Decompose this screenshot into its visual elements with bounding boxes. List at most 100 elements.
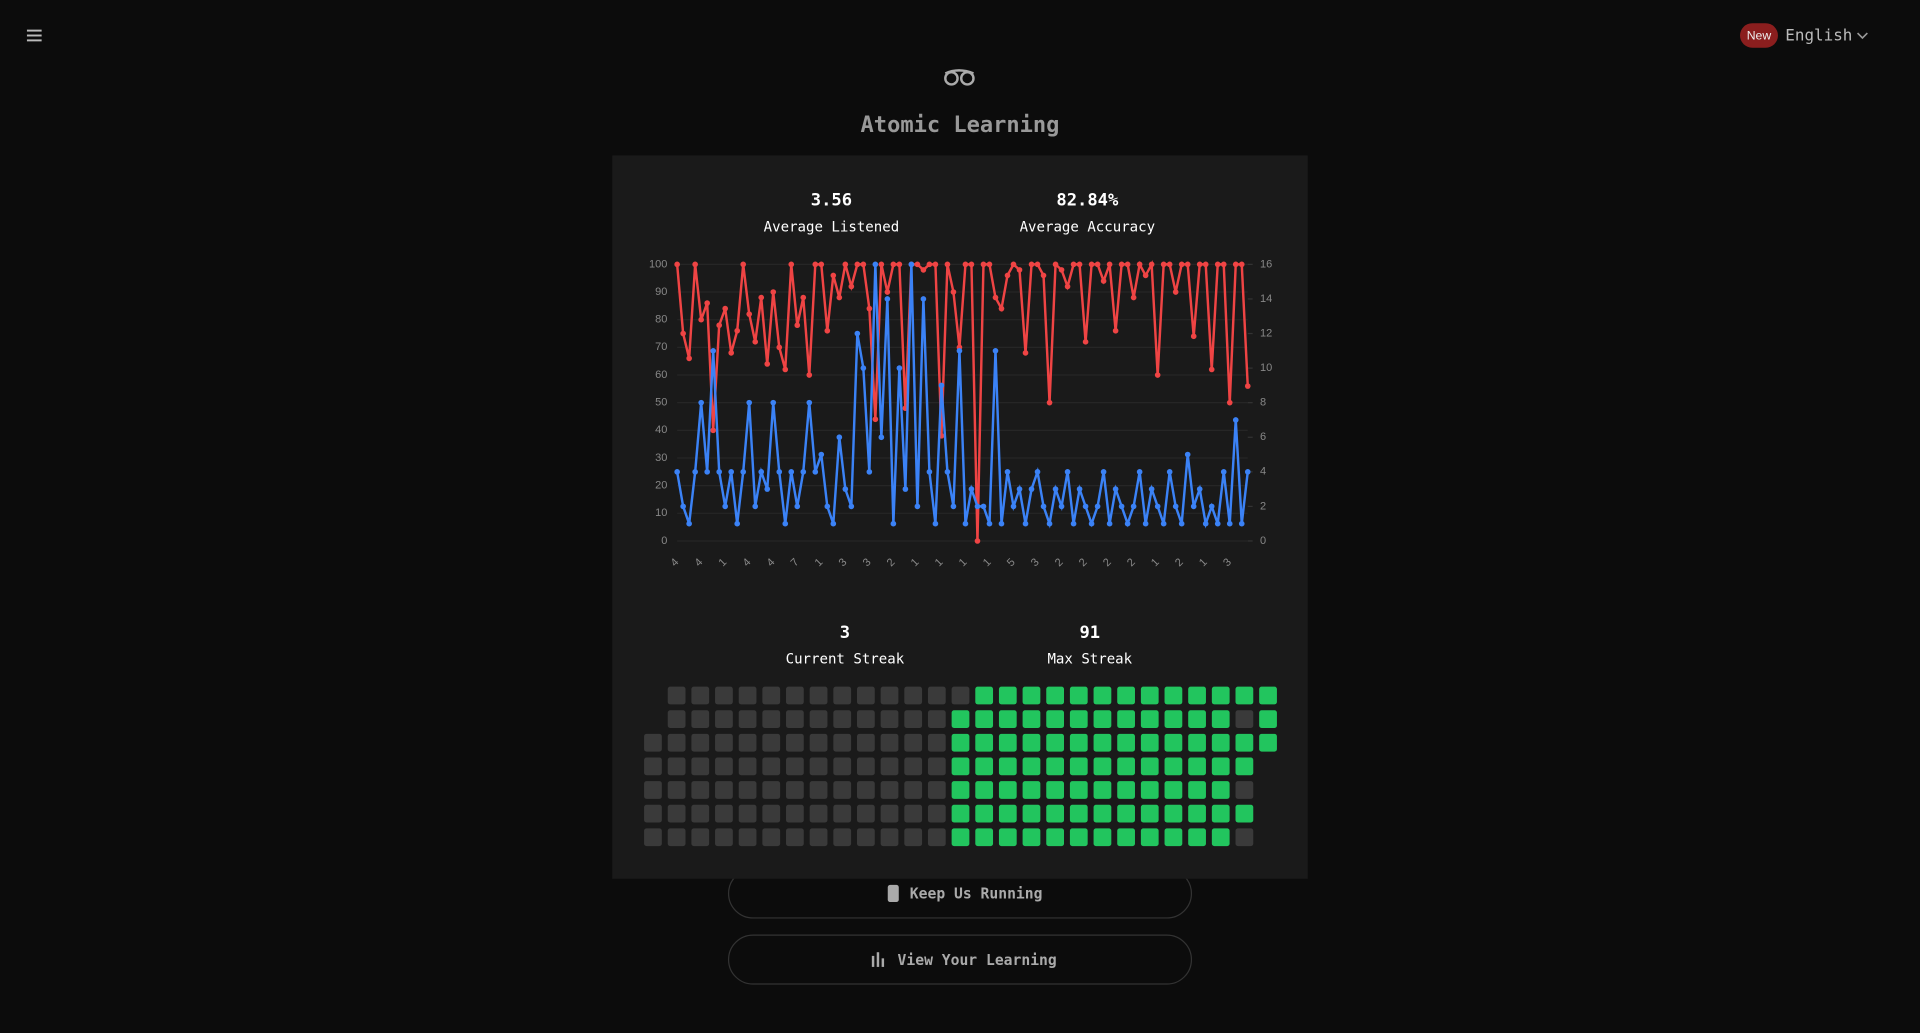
- data-point: [764, 486, 771, 492]
- active-day: [951, 781, 970, 799]
- stat-label: Average Listened: [764, 220, 899, 236]
- data-point: [686, 520, 692, 527]
- data-point: [1058, 267, 1065, 273]
- data-point: [944, 469, 951, 475]
- inactive-day: [715, 710, 733, 728]
- inactive-day: [1235, 781, 1254, 799]
- inactive-day: [762, 710, 781, 728]
- data-point: [932, 261, 939, 268]
- active-day: [1046, 781, 1065, 799]
- data-point: [842, 486, 849, 492]
- active-day: [1188, 804, 1206, 823]
- inactive-day: [880, 804, 899, 823]
- inactive-day: [856, 710, 875, 728]
- data-point: [872, 416, 879, 423]
- data-point: [1136, 261, 1143, 268]
- active-day: [1188, 733, 1206, 752]
- active-day: [1117, 733, 1135, 752]
- data-point: [950, 289, 957, 295]
- data-point: [830, 520, 837, 527]
- data-point: [680, 503, 686, 510]
- data-point: [1022, 520, 1029, 527]
- data-line: [675, 259, 1249, 542]
- data-point: [1058, 503, 1065, 510]
- data-point: [1070, 261, 1077, 268]
- active-day: [1093, 710, 1112, 728]
- data-point: [1214, 261, 1221, 268]
- data-point: [674, 261, 680, 268]
- active-day: [1093, 686, 1112, 705]
- data-point: [986, 261, 993, 268]
- inactive-day: [715, 757, 733, 776]
- active-day: [998, 733, 1017, 752]
- data-point: [1214, 520, 1221, 527]
- inactive-day: [809, 686, 828, 705]
- data-point: [938, 382, 945, 389]
- icon-bar: [871, 955, 875, 967]
- inactive-day: [644, 781, 662, 799]
- y-tick-label: 40: [655, 424, 667, 436]
- inactive-day: [667, 828, 686, 847]
- data-point: [1220, 261, 1227, 268]
- y2-tick-label: 2: [1260, 500, 1266, 512]
- data-point: [704, 300, 710, 306]
- inactive-day: [644, 757, 662, 776]
- data-point: [896, 365, 903, 371]
- data-point: [920, 296, 927, 302]
- active-day: [1164, 781, 1183, 799]
- data-point: [866, 469, 873, 475]
- logo-part: [944, 69, 974, 75]
- inactive-day: [904, 757, 923, 776]
- inactive-day: [738, 757, 757, 776]
- data-point: [1034, 261, 1041, 268]
- data-point: [1094, 503, 1101, 510]
- active-day: [1069, 686, 1088, 705]
- data-point: [884, 296, 891, 302]
- active-day: [1211, 828, 1230, 847]
- language-selector[interactable]: New English: [1740, 23, 1868, 48]
- y-tick-label: 80: [655, 314, 667, 326]
- inactive-day: [762, 804, 781, 823]
- data-point: [974, 538, 981, 544]
- inactive-day: [833, 804, 852, 823]
- data-point: [1190, 503, 1197, 510]
- active-day: [1164, 710, 1183, 728]
- data-point: [998, 520, 1005, 527]
- learning-button[interactable]: [727, 934, 1193, 985]
- inactive-day: [738, 733, 757, 752]
- data-point: [860, 261, 867, 268]
- data-point: [992, 347, 999, 354]
- inactive-day: [880, 733, 899, 752]
- inactive-day: [880, 781, 899, 799]
- inactive-day: [904, 828, 923, 847]
- new-badge: [1740, 23, 1778, 48]
- data-point: [1016, 267, 1023, 273]
- data-point: [914, 503, 921, 510]
- data-point: [1136, 469, 1143, 475]
- active-day: [951, 757, 970, 776]
- menu-button[interactable]: [26, 29, 42, 42]
- data-point: [1202, 261, 1209, 268]
- active-day: [1022, 686, 1041, 705]
- inactive-day: [833, 686, 852, 705]
- inactive-day: [691, 710, 710, 728]
- active-day: [1069, 781, 1088, 799]
- active-day: [1140, 757, 1159, 776]
- y-tick-label: 90: [655, 286, 667, 298]
- data-point: [1166, 469, 1173, 475]
- active-day: [1069, 710, 1088, 728]
- inactive-day: [927, 804, 946, 823]
- data-point: [896, 261, 903, 268]
- data-point: [1178, 520, 1185, 527]
- streak-label: Max Streak: [1047, 652, 1132, 668]
- data-point: [1016, 486, 1023, 492]
- inactive-day: [644, 733, 662, 752]
- data-point: [1040, 272, 1047, 279]
- data-point: [1112, 327, 1119, 334]
- data-point: [1082, 339, 1089, 345]
- data-point: [962, 261, 969, 268]
- inactive-day: [691, 781, 710, 799]
- inactive-day: [715, 804, 733, 823]
- inactive-day: [667, 733, 686, 752]
- data-point: [1010, 503, 1017, 510]
